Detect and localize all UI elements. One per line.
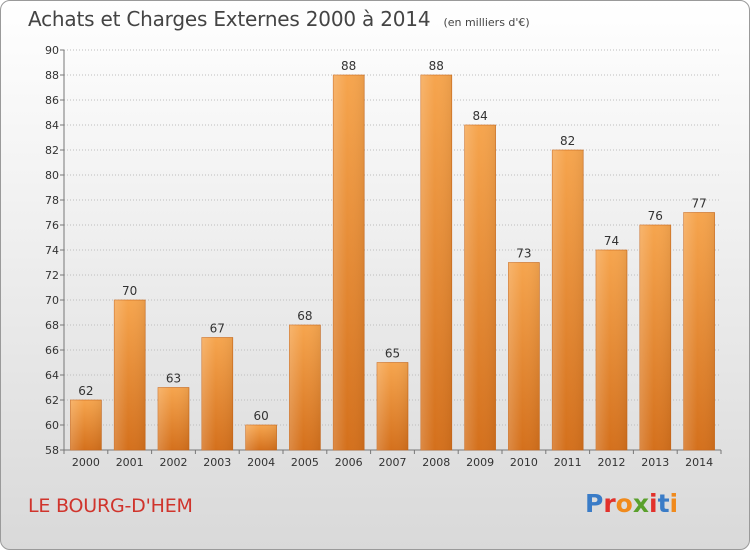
bar-shine xyxy=(596,250,627,450)
title-line: Achats et Charges Externes 2000 à 2014 (… xyxy=(28,7,530,31)
chart-title: Achats et Charges Externes 2000 à 2014 xyxy=(28,7,431,31)
x-tick-label: 2000 xyxy=(72,456,100,469)
y-tick-label: 58 xyxy=(45,444,59,457)
logo-letter: o xyxy=(615,489,633,518)
y-tick-label: 80 xyxy=(45,169,59,182)
bar-shine xyxy=(639,225,671,450)
x-tick-label: 2003 xyxy=(203,456,231,469)
x-tick-label: 2010 xyxy=(510,456,538,469)
bar-shine xyxy=(245,425,277,450)
y-tick-label: 86 xyxy=(45,94,59,107)
data-label: 70 xyxy=(122,284,137,298)
logo-letter: x xyxy=(632,489,649,518)
logo-letter: P xyxy=(585,489,604,518)
town-name: LE BOURG-D'HEM xyxy=(28,495,193,517)
y-tick-label: 76 xyxy=(45,219,59,232)
x-tick-label: 2008 xyxy=(422,456,450,469)
bar-shine xyxy=(683,212,715,450)
data-label: 84 xyxy=(472,109,487,123)
data-label: 62 xyxy=(78,384,93,398)
data-label: 82 xyxy=(560,134,575,148)
y-tick-label: 70 xyxy=(45,294,59,307)
logo-letter: r xyxy=(603,489,616,518)
x-tick-label: 2002 xyxy=(160,456,188,469)
x-tick-label: 2012 xyxy=(598,456,626,469)
logo-letter: i xyxy=(649,489,658,518)
bar-shine xyxy=(420,75,452,450)
x-tick-label: 2011 xyxy=(554,456,582,469)
data-label: 67 xyxy=(210,322,225,336)
data-label: 73 xyxy=(516,247,531,261)
data-labels: 62 70 63 67 60 68 88 65 88 84 73 82 74 76 77 xyxy=(78,59,706,423)
data-label: 77 xyxy=(691,197,706,211)
logo-letter: t xyxy=(657,489,670,518)
bar-shine xyxy=(464,125,496,450)
y-tick-label: 72 xyxy=(45,269,59,282)
bar-shine xyxy=(158,387,189,450)
proxiti-logo[interactable]: Proxiti xyxy=(585,489,678,518)
bar-shine xyxy=(114,300,146,450)
data-label: 76 xyxy=(648,209,663,223)
y-tick-label: 84 xyxy=(45,119,59,132)
bars xyxy=(70,74,715,451)
bar-shine xyxy=(70,400,102,450)
y-tick-label: 68 xyxy=(45,319,59,332)
y-tick-label: 90 xyxy=(45,44,59,57)
logo-letter: i xyxy=(669,489,679,518)
data-label: 60 xyxy=(253,409,268,423)
bar-shine xyxy=(377,362,408,450)
data-label: 63 xyxy=(166,372,181,386)
y-tick-label: 74 xyxy=(45,244,59,257)
x-tick-label: 2001 xyxy=(116,456,144,469)
x-tick-label: 2006 xyxy=(335,456,363,469)
axes: 58 60 62 64 66 68 70 72 74 76 78 80 82 84 86 88 90 2000 20… xyxy=(45,44,722,469)
bar-shine xyxy=(508,262,540,450)
x-tick-label: 2005 xyxy=(291,456,319,469)
bar-shine xyxy=(289,325,321,450)
x-tick-label: 2013 xyxy=(641,456,669,469)
bar-shine xyxy=(552,150,584,450)
x-tick-label: 2004 xyxy=(247,456,275,469)
bar-shine xyxy=(333,75,365,450)
x-tick-label: 2014 xyxy=(685,456,713,469)
data-label: 88 xyxy=(341,59,356,73)
y-tick-label: 62 xyxy=(45,394,59,407)
bar-shine xyxy=(201,337,233,450)
data-label: 68 xyxy=(297,309,312,323)
y-tick-label: 66 xyxy=(45,344,59,357)
chart-subtitle: (en milliers d'€) xyxy=(443,16,530,29)
data-label: 74 xyxy=(604,234,619,248)
y-tick-label: 64 xyxy=(45,369,59,382)
data-label: 65 xyxy=(385,347,400,361)
y-tick-label: 88 xyxy=(45,69,59,82)
y-tick-label: 60 xyxy=(45,419,59,432)
x-tick-label: 2007 xyxy=(379,456,407,469)
x-tick-label: 2009 xyxy=(466,456,494,469)
y-tick-label: 78 xyxy=(45,194,59,207)
data-label: 88 xyxy=(429,59,444,73)
y-tick-label: 82 xyxy=(45,144,59,157)
